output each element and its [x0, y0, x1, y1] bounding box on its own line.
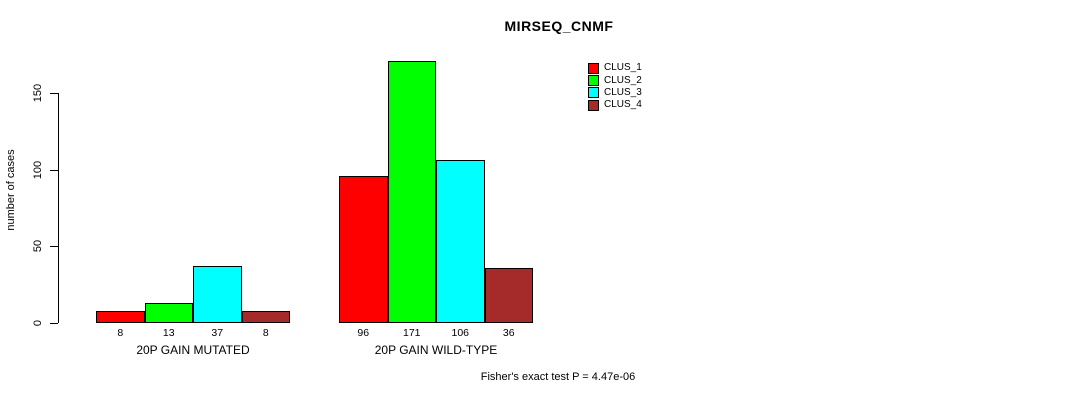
- legend-swatch-icon: [588, 62, 599, 74]
- fisher-test-annotation: Fisher's exact test P = 4.47e-06: [480, 371, 636, 383]
- bar-value-label: 171: [402, 327, 421, 339]
- legend-label: CLUS_3: [604, 86, 642, 98]
- y-tick-label-150: 150: [32, 83, 44, 103]
- y-tick-mark-150: [50, 93, 58, 94]
- bar-clus_3-mutated: [193, 266, 242, 323]
- y-tick-label-50: 50: [32, 239, 44, 253]
- y-axis-line: [58, 93, 59, 323]
- legend-item-clus_2: CLUS_2: [588, 74, 642, 87]
- y-tick-mark-100: [50, 170, 58, 171]
- bar-value-label: 96: [357, 327, 370, 339]
- x-group-label-mutated: 20P GAIN MUTATED: [136, 343, 250, 357]
- legend-label: CLUS_1: [604, 62, 642, 74]
- bar-value-label: 106: [451, 327, 470, 339]
- bar-clus_2-mutated: [144, 303, 193, 323]
- legend-label: CLUS_4: [604, 99, 642, 111]
- bar-clus_2-wild-type: [387, 61, 436, 323]
- bar-value-label: 37: [211, 327, 224, 339]
- bar-clus_3-wild-type: [436, 160, 485, 323]
- y-tick-mark-50: [50, 246, 58, 247]
- y-tick-mark-0: [50, 323, 58, 324]
- legend-item-clus_3: CLUS_3: [588, 87, 642, 99]
- bar-clus_1-mutated: [96, 311, 145, 323]
- bar-clus_4-wild-type: [484, 268, 533, 323]
- bar-value-label: 8: [117, 327, 124, 339]
- bar-value-label: 8: [262, 327, 269, 339]
- legend-item-clus_1: CLUS_1: [588, 62, 642, 74]
- bar-value-label: 36: [502, 327, 515, 339]
- x-group-label-wild-type: 20P GAIN WILD-TYPE: [374, 343, 498, 357]
- chart-title: MIRSEQ_CNMF: [504, 18, 614, 34]
- y-tick-label-0: 0: [32, 319, 44, 327]
- legend-swatch-icon: [588, 99, 599, 111]
- bar-clus_1-wild-type: [339, 176, 388, 323]
- legend-label: CLUS_2: [604, 74, 642, 86]
- legend-swatch-icon: [588, 75, 599, 87]
- bar-clus_4-mutated: [241, 311, 290, 323]
- legend-swatch-icon: [588, 87, 599, 99]
- y-tick-label-100: 100: [32, 160, 44, 180]
- y-axis-label: number of cases: [5, 149, 17, 231]
- legend: CLUS_1 CLUS_2 CLUS_3 CLUS_4: [588, 62, 642, 112]
- bar-value-label: 13: [162, 327, 175, 339]
- legend-item-clus_4: CLUS_4: [588, 99, 642, 111]
